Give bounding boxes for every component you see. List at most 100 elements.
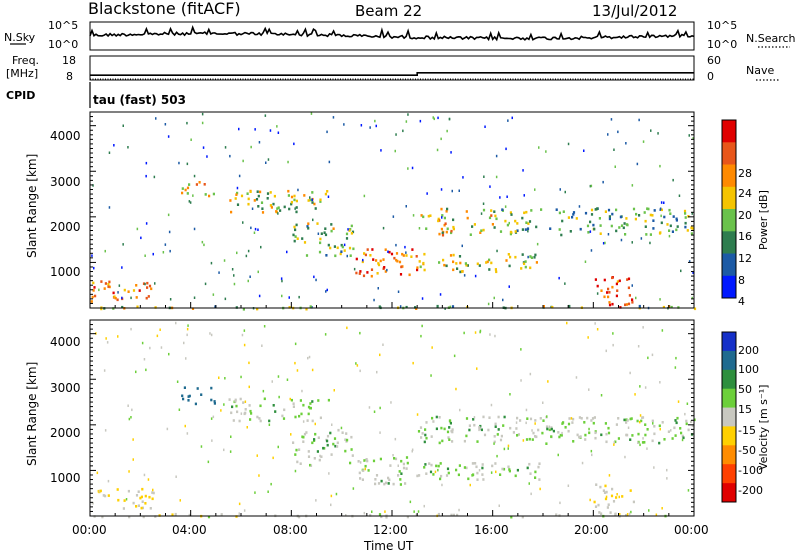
velocity-cell — [567, 484, 570, 487]
velocity-cell — [605, 490, 608, 494]
power-cell — [332, 227, 335, 230]
velocity-cell — [571, 421, 574, 424]
power-cell — [449, 254, 453, 257]
velocity-cell — [680, 431, 683, 435]
velocity-cell — [637, 432, 640, 436]
power-cell — [509, 230, 512, 234]
velocity-cell — [335, 492, 338, 496]
velocity-cell — [345, 514, 347, 517]
velocity-cell — [326, 434, 330, 438]
velocity-cell — [336, 445, 339, 448]
velocity-cbar-tick-neg100: -100 — [738, 464, 763, 477]
velocity-cell — [468, 428, 471, 432]
velocity-cell — [372, 459, 376, 463]
power-cell — [441, 233, 445, 237]
power-cell — [647, 207, 650, 211]
velocity-cell — [244, 400, 247, 403]
velocity-cell — [589, 498, 591, 502]
velocity-cell — [149, 346, 151, 350]
power-cell — [346, 254, 348, 258]
velocity-cell — [600, 394, 603, 397]
velocity-cell — [188, 394, 191, 398]
velocity-cell — [300, 412, 303, 416]
power-cell — [400, 265, 403, 269]
power-cell — [277, 212, 279, 215]
velocity-cell — [322, 446, 325, 450]
velocity-cell — [315, 499, 317, 502]
velocity-cell — [625, 514, 628, 517]
velocity-cell — [418, 474, 421, 477]
power-cell — [233, 282, 236, 286]
velocity-cell — [475, 465, 478, 469]
velocity-cell — [367, 469, 370, 472]
power-cell — [281, 294, 283, 298]
power-cell — [687, 215, 690, 218]
velocity-cell — [125, 498, 128, 501]
power-cell — [624, 303, 627, 307]
velocity-cell — [218, 376, 220, 379]
velocity-cell — [262, 389, 265, 393]
velocity-cell — [538, 478, 541, 481]
power-cell — [522, 169, 524, 172]
velocity-cell — [301, 389, 303, 393]
power-cell — [419, 119, 422, 123]
velocity-cell — [548, 428, 551, 432]
power-cell — [418, 227, 421, 230]
power-cell — [188, 200, 191, 203]
power-cell — [288, 207, 291, 211]
velocity-cell — [658, 441, 661, 445]
velocity-cell — [594, 322, 596, 325]
power-cell — [611, 276, 614, 280]
power-cell — [596, 207, 599, 210]
velocity-cell — [326, 439, 329, 443]
power-cell — [349, 254, 352, 257]
velocity-cell — [476, 367, 478, 370]
velocity-cell — [614, 440, 617, 444]
velocity-cell — [351, 454, 354, 457]
velocity-colorbar-segment — [722, 464, 736, 484]
power-cell — [675, 228, 678, 232]
power-cell — [326, 130, 328, 134]
velocity-cell — [432, 473, 435, 476]
power-cell — [604, 241, 606, 245]
velocity-cell — [425, 421, 428, 424]
power-cell — [100, 280, 103, 283]
velocity-cell — [618, 495, 620, 499]
velocity-cell — [259, 404, 262, 408]
power-cell — [593, 227, 596, 231]
power-cell — [436, 304, 439, 308]
velocity-cell — [402, 462, 405, 466]
velocity-cell — [272, 404, 275, 407]
beam-label: Beam 22 — [355, 2, 422, 20]
velocity-cell — [658, 424, 661, 428]
velocity-cell — [659, 381, 661, 384]
power-cell — [231, 268, 234, 271]
velocity-cell — [210, 333, 213, 337]
power-cell — [558, 228, 561, 231]
power-cell — [301, 237, 304, 240]
velocity-cell — [607, 426, 610, 430]
power-colorbar-segment — [722, 164, 736, 188]
power-cell — [393, 256, 396, 260]
power-cell — [377, 287, 379, 290]
power-cell — [350, 224, 353, 228]
power-cell — [363, 194, 366, 198]
power-cell — [446, 207, 449, 211]
velocity-cell — [238, 512, 240, 515]
velocity-cell — [651, 353, 654, 357]
power-cell — [294, 235, 297, 238]
velocity-cell — [588, 388, 590, 391]
velocity-cell — [648, 509, 650, 512]
power-cell — [672, 215, 675, 218]
velocity-cell — [507, 465, 510, 469]
velocity-cbar-tick-neg15: -15 — [738, 424, 756, 437]
power-cell — [669, 212, 672, 215]
velocity-cell — [566, 321, 568, 325]
power-cell — [440, 137, 442, 141]
power-cell — [281, 279, 283, 283]
power-cell — [459, 261, 462, 265]
velocity-cell — [494, 334, 496, 338]
power-cell — [189, 201, 192, 204]
velocity-cell — [248, 361, 250, 365]
velocity-cell — [379, 431, 381, 434]
